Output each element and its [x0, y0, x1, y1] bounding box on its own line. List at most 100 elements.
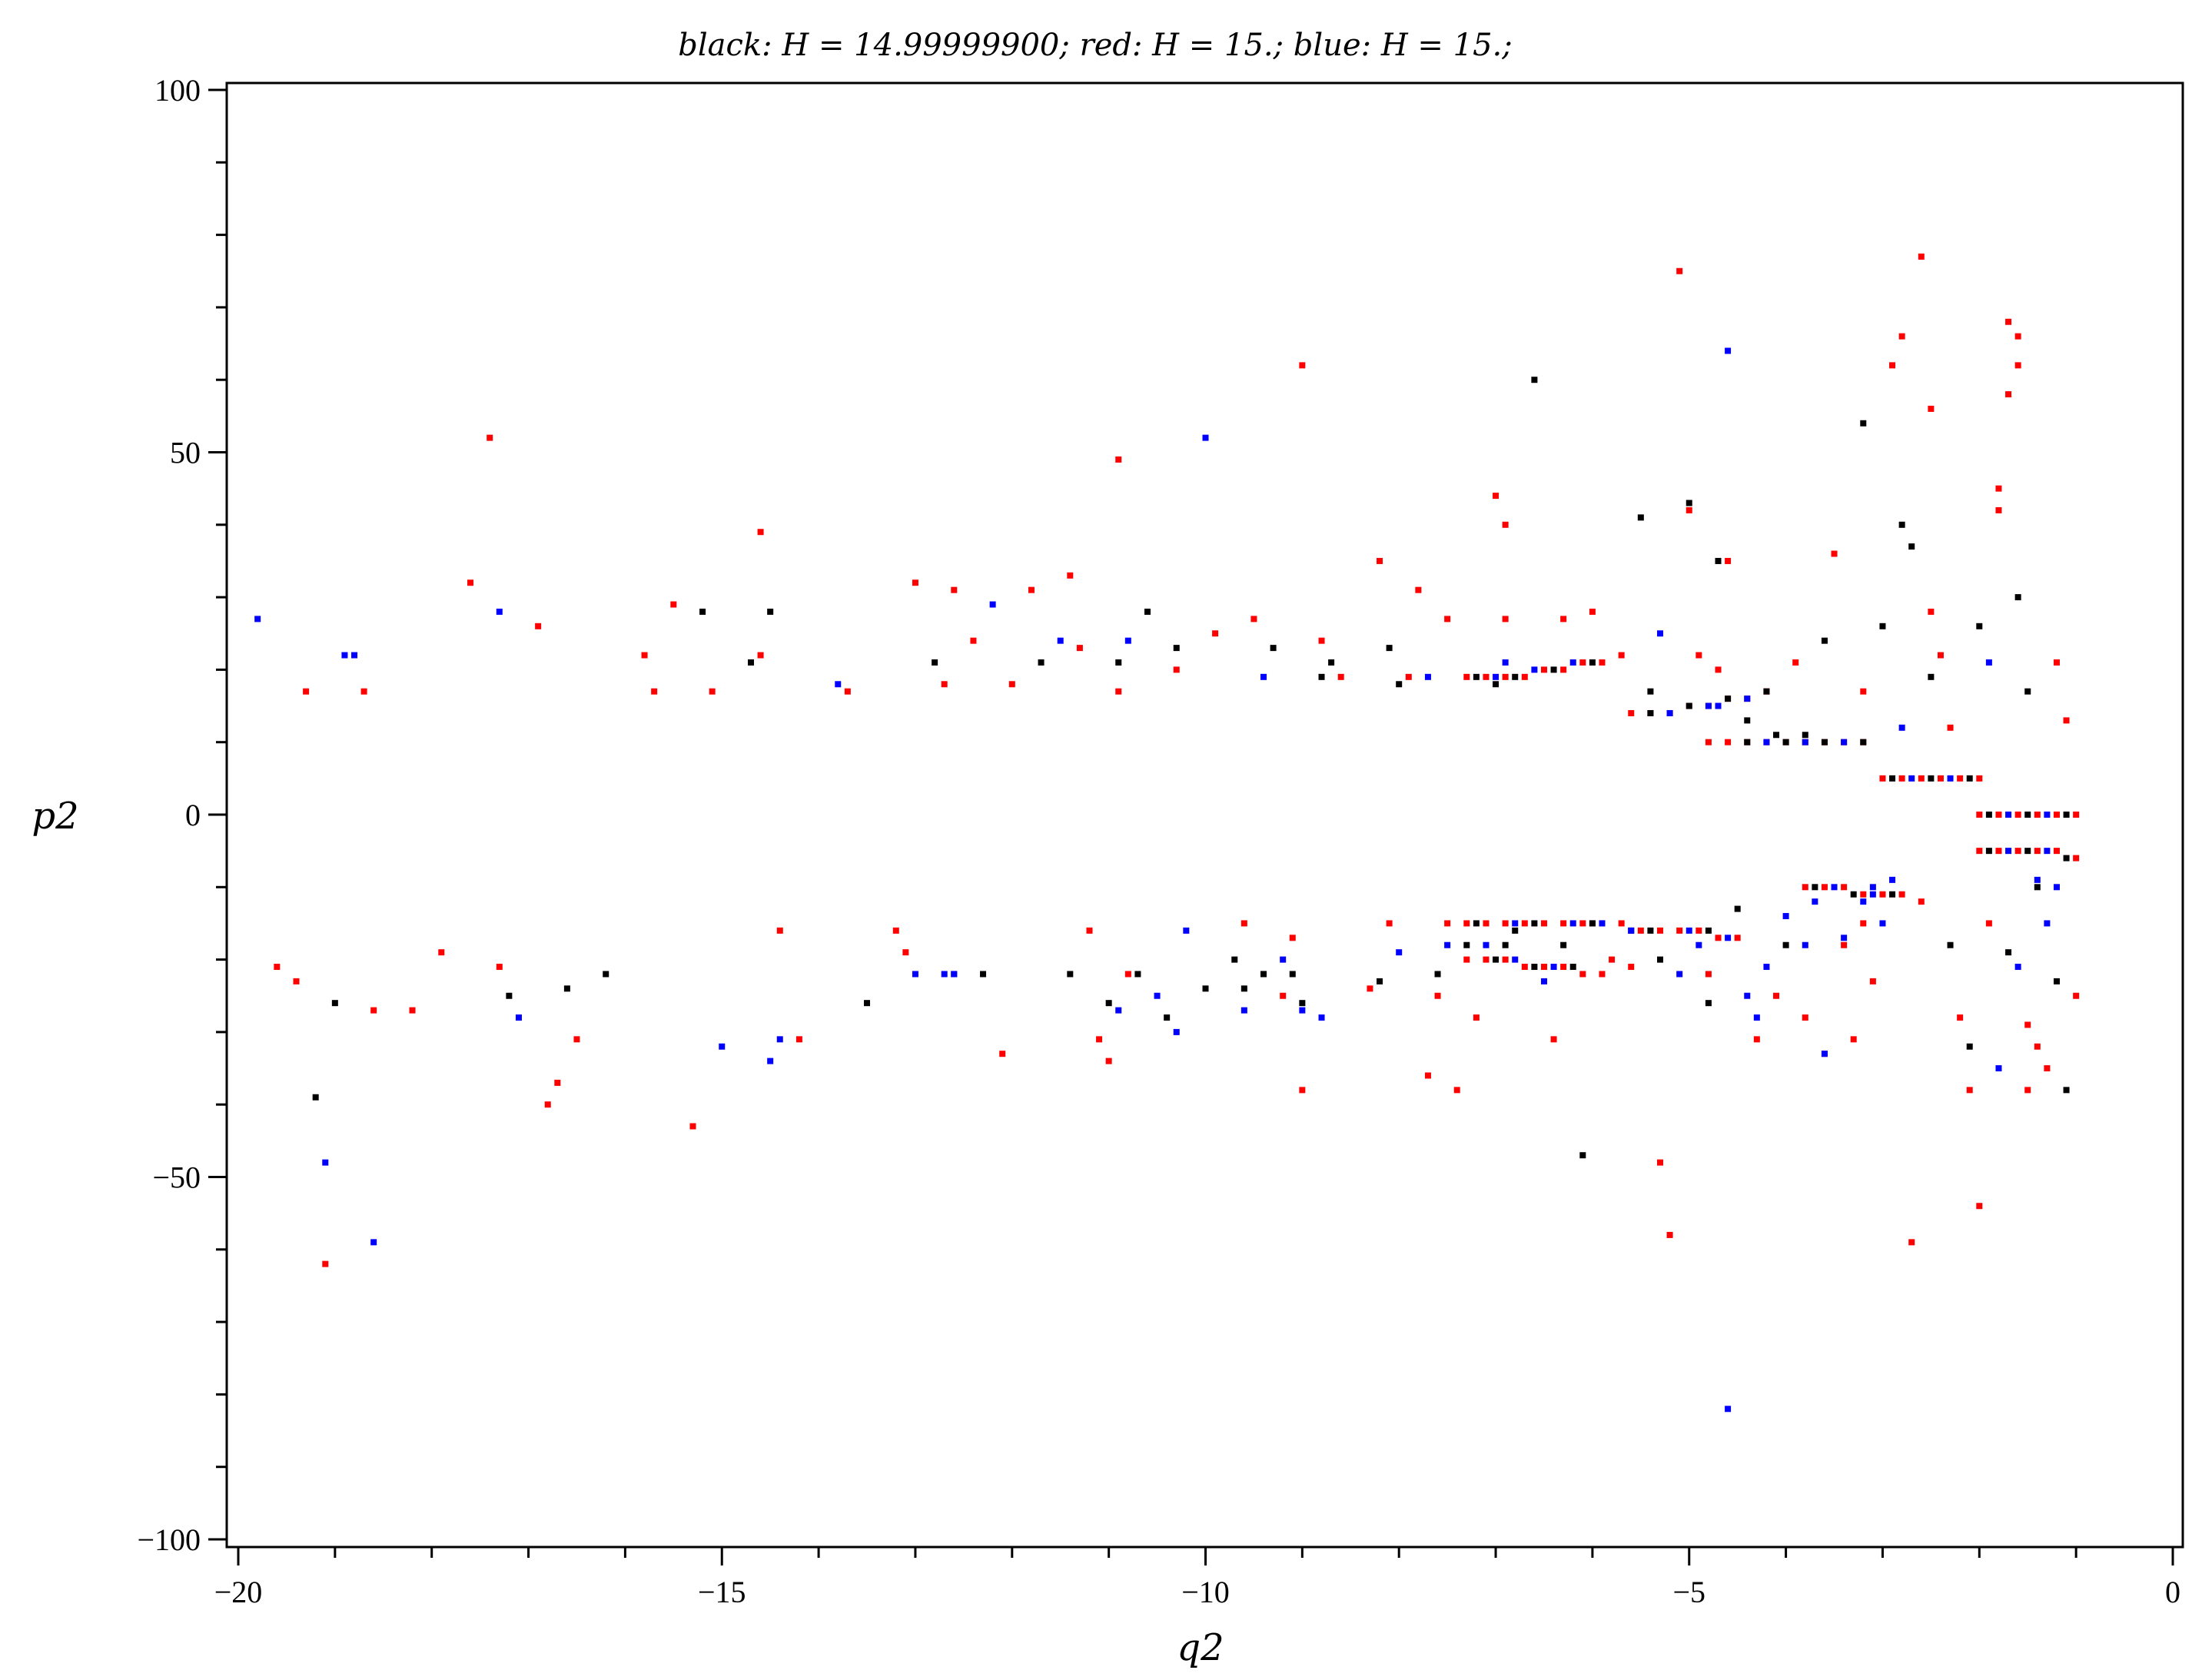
red-data-point: [1212, 630, 1219, 637]
black-data-point: [1531, 377, 1538, 383]
blue-data-point: [1531, 666, 1538, 673]
black-data-point: [1686, 702, 1692, 709]
black-data-point: [2005, 949, 2012, 956]
y-tick-label: −50: [152, 1160, 201, 1195]
black-data-point: [2034, 884, 2041, 891]
blue-data-point: [1318, 1014, 1325, 1021]
blue-data-point: [1396, 949, 1403, 956]
red-data-point: [757, 529, 764, 536]
blue-data-point: [1763, 739, 1770, 745]
black-data-point: [2024, 812, 2031, 818]
black-data-point: [1531, 964, 1538, 971]
blue-data-point: [1540, 978, 1547, 984]
red-data-point: [1502, 920, 1509, 927]
red-data-point: [1995, 506, 2002, 513]
blue-data-point: [1686, 927, 1692, 934]
red-data-point: [1444, 920, 1451, 927]
blue-data-point: [1173, 1028, 1180, 1035]
red-data-point: [1609, 956, 1616, 963]
black-data-point: [1493, 956, 1500, 963]
red-data-point: [2005, 391, 2012, 398]
red-data-point: [1976, 812, 1983, 818]
red-data-point: [1898, 891, 1905, 898]
red-data-point: [1502, 956, 1509, 963]
red-data-point: [1879, 775, 1886, 782]
blue-data-point: [1512, 920, 1519, 927]
black-data-point: [1782, 739, 1789, 745]
black-data-point: [1928, 673, 1935, 680]
black-data-point: [2014, 594, 2021, 601]
red-data-point: [1589, 608, 1596, 615]
red-data-point: [1299, 1087, 1306, 1094]
red-data-point: [670, 601, 677, 608]
black-data-point: [1579, 1152, 1586, 1159]
x-axis-label: q2: [1177, 1626, 1224, 1669]
red-data-point: [409, 1007, 416, 1014]
red-data-point: [1560, 616, 1567, 623]
red-data-point: [1377, 557, 1383, 564]
red-data-point: [641, 652, 648, 659]
black-data-point: [1434, 971, 1441, 978]
blue-data-point: [1947, 775, 1954, 782]
red-data-point: [1579, 971, 1586, 978]
red-data-point: [951, 586, 958, 593]
blue-data-point: [1841, 739, 1848, 745]
y-axis-label: p2: [32, 795, 78, 838]
red-data-point: [1860, 920, 1867, 927]
red-data-point: [970, 637, 977, 644]
red-data-point: [1696, 927, 1702, 934]
black-data-point: [1589, 659, 1596, 666]
red-data-point: [1560, 964, 1567, 971]
red-data-point: [1483, 673, 1490, 680]
blue-data-point: [1995, 1065, 2002, 1072]
red-data-point: [1463, 956, 1470, 963]
red-data-point: [535, 623, 542, 629]
black-data-point: [1144, 608, 1151, 615]
red-data-point: [1250, 616, 1257, 623]
red-data-point: [795, 1036, 802, 1043]
black-data-point: [748, 659, 755, 666]
black-data-point: [1812, 884, 1818, 891]
blue-data-point: [1696, 941, 1702, 948]
red-data-point: [438, 949, 445, 956]
black-data-point: [2024, 688, 2031, 695]
black-data-point: [1560, 941, 1567, 948]
red-data-point: [1540, 666, 1547, 673]
blue-data-point: [1512, 956, 1519, 963]
red-data-point: [1841, 884, 1848, 891]
red-data-point: [709, 688, 716, 695]
blue-data-point: [1240, 1007, 1247, 1014]
blue-data-point: [767, 1057, 774, 1064]
black-data-point: [1879, 623, 1886, 629]
red-data-point: [1540, 920, 1547, 927]
black-data-point: [1705, 1000, 1712, 1007]
black-data-point: [1396, 681, 1403, 688]
black-data-point: [864, 1000, 871, 1007]
black-data-point: [1328, 659, 1335, 666]
x-tick-label: −15: [698, 1575, 746, 1609]
red-data-point: [902, 949, 909, 956]
black-data-point: [1512, 673, 1519, 680]
black-data-point: [1550, 666, 1557, 673]
red-data-point: [467, 579, 474, 586]
blue-data-point: [2005, 812, 2012, 818]
blue-data-point: [1280, 956, 1287, 963]
blue-data-point: [1860, 898, 1867, 905]
blue-data-point: [254, 616, 261, 623]
black-data-point: [1802, 732, 1808, 739]
blue-data-point: [1483, 941, 1490, 948]
black-data-point: [563, 985, 570, 992]
black-data-point: [1898, 521, 1905, 528]
black-data-point: [1202, 985, 1209, 992]
red-data-point: [757, 652, 764, 659]
red-data-point: [274, 964, 281, 971]
red-data-point: [1676, 927, 1683, 934]
red-data-point: [1521, 920, 1528, 927]
red-data-point: [1928, 405, 1935, 412]
blue-data-point: [1057, 637, 1064, 644]
black-data-point: [1647, 709, 1654, 716]
black-data-point: [1744, 739, 1751, 745]
black-data-point: [767, 608, 774, 615]
red-data-point: [1386, 920, 1393, 927]
red-data-point: [1676, 267, 1683, 274]
